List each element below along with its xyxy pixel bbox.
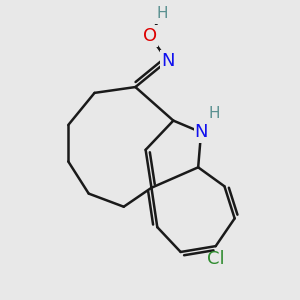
Text: N: N: [194, 123, 208, 141]
Text: N: N: [161, 52, 174, 70]
Text: H: H: [157, 6, 168, 21]
Text: Cl: Cl: [207, 250, 224, 268]
Text: H: H: [208, 106, 220, 121]
Text: O: O: [143, 27, 157, 45]
